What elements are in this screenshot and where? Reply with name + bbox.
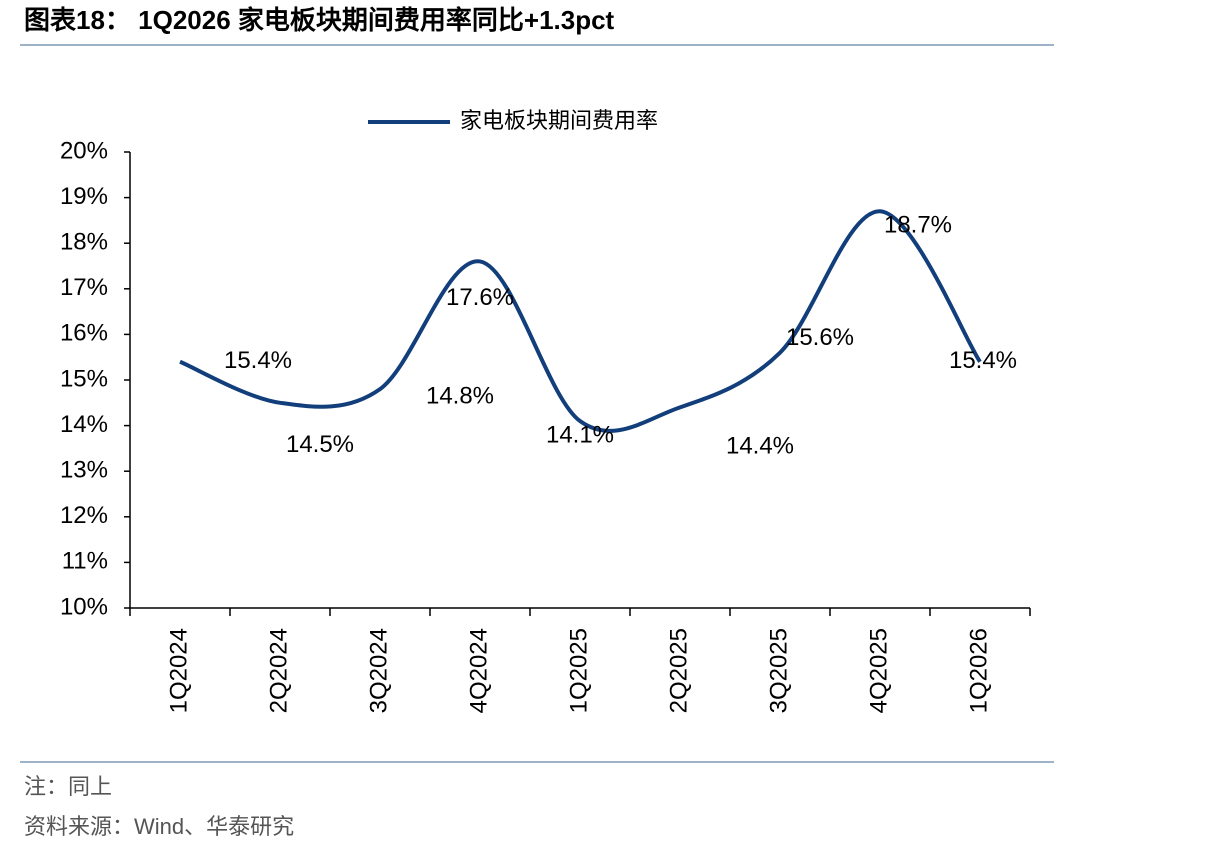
data-label: 15.4%: [949, 347, 1017, 374]
x-tick-label: 4Q2025: [865, 628, 892, 713]
y-tick-label: 17%: [60, 274, 108, 301]
data-label: 14.8%: [426, 382, 494, 409]
y-tick-label: 11%: [62, 548, 108, 575]
data-label: 14.1%: [546, 421, 614, 448]
data-label: 15.4%: [224, 347, 292, 374]
data-label: 14.5%: [286, 431, 354, 458]
data-label: 14.4%: [726, 433, 794, 460]
y-tick-label: 16%: [60, 320, 108, 347]
x-tick-label: 1Q2024: [165, 628, 192, 713]
data-label: 18.7%: [884, 212, 952, 239]
y-tick-label: 12%: [60, 502, 108, 529]
x-tick-label: 2Q2024: [265, 628, 292, 713]
y-tick-label: 13%: [60, 457, 108, 484]
data-label: 15.6%: [786, 324, 854, 351]
legend-label: 家电板块期间费用率: [460, 108, 658, 133]
line: [179, 209, 982, 433]
data-label: 17.6%: [446, 284, 514, 311]
y-tick-label: 18%: [60, 229, 108, 256]
x-tick-label: 1Q2025: [565, 628, 592, 713]
x-tick-label: 2Q2025: [665, 628, 692, 713]
x-tick-label: 3Q2024: [365, 628, 392, 713]
x-tick-label: 4Q2024: [465, 628, 492, 713]
y-tick-label: 14%: [60, 411, 108, 438]
note: 注：同上: [24, 774, 112, 799]
x-tick-label: 1Q2026: [965, 628, 992, 713]
x-tick-label: 3Q2025: [765, 628, 792, 713]
chart-title: 图表18： 1Q2026 家电板块期间费用率同比+1.3pct: [24, 5, 615, 35]
y-tick-label: 15%: [60, 365, 108, 392]
y-tick-label: 19%: [60, 183, 108, 210]
source: 资料来源：Wind、华泰研究: [24, 814, 294, 839]
y-tick-label: 10%: [60, 593, 108, 620]
y-tick-label: 20%: [60, 137, 108, 164]
